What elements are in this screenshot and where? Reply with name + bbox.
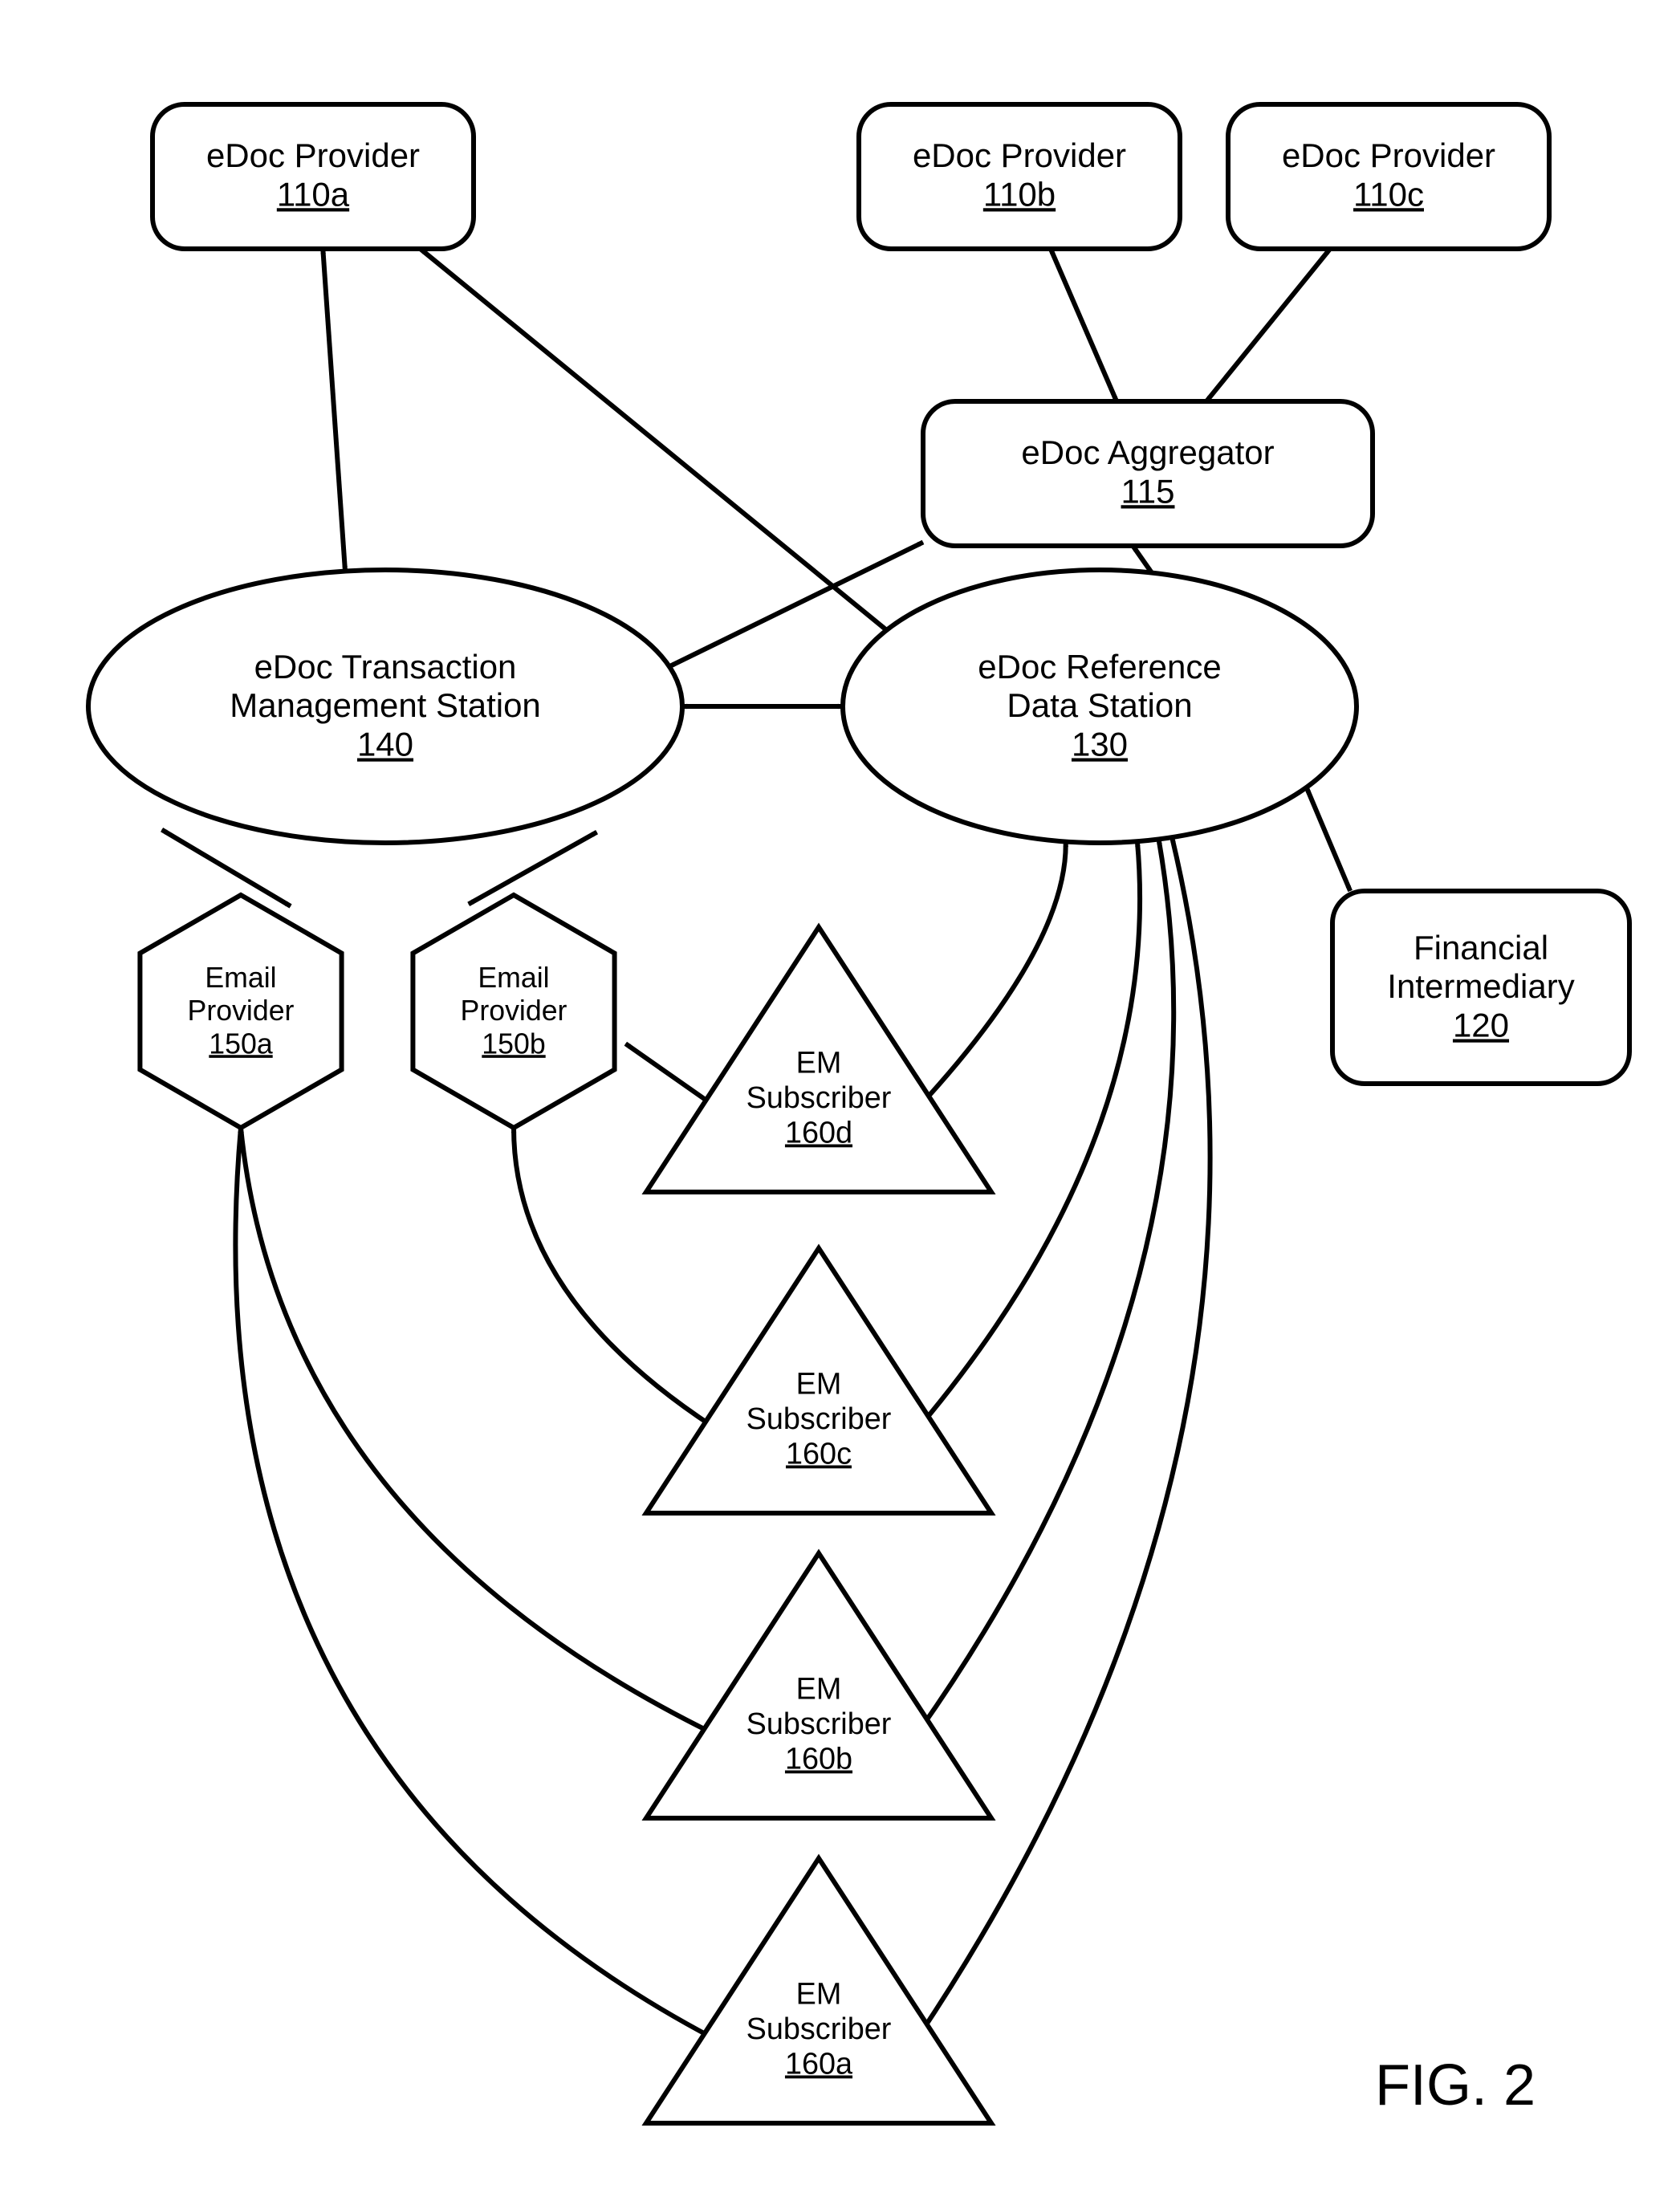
svg-text:Email: Email: [478, 962, 549, 994]
svg-text:150b: 150b: [482, 1027, 545, 1060]
svg-text:eDoc Provider: eDoc Provider: [206, 136, 420, 174]
svg-text:Management Station: Management Station: [230, 686, 541, 724]
edge-prov_b-aggr: [1051, 249, 1117, 401]
edge-prov_a-refds: [421, 249, 887, 630]
svg-text:EM: EM: [796, 1047, 842, 1080]
edge-refds-sub_a: [913, 837, 1210, 2044]
svg-text:130: 130: [1072, 725, 1128, 763]
node-prov_b: eDoc Provider110b: [859, 104, 1180, 249]
figure-label-text: FIG. 2: [1375, 2053, 1536, 2118]
edge-email_a-sub_a: [235, 1128, 723, 2044]
node-sub_c: EMSubscriber160c: [646, 1248, 991, 1513]
node-email_b: EmailProvider150b: [413, 895, 614, 1128]
edge-prov_a-txn: [323, 249, 345, 572]
svg-text:eDoc Provider: eDoc Provider: [1282, 136, 1495, 174]
svg-text:120: 120: [1453, 1006, 1509, 1044]
edge-txn-email_b: [469, 832, 597, 905]
svg-text:Subscriber: Subscriber: [746, 1081, 892, 1115]
svg-text:Provider: Provider: [188, 995, 295, 1027]
node-refds: eDoc ReferenceData Station130: [843, 570, 1357, 843]
svg-text:160b: 160b: [785, 1743, 852, 1776]
node-txn: eDoc TransactionManagement Station140: [88, 570, 682, 843]
svg-text:110b: 110b: [983, 175, 1056, 213]
node-aggr: eDoc Aggregator115: [923, 401, 1373, 546]
svg-text:eDoc Provider: eDoc Provider: [913, 136, 1126, 174]
svg-text:EM: EM: [796, 1368, 842, 1402]
svg-text:Intermediary: Intermediary: [1387, 967, 1574, 1005]
svg-text:eDoc Transaction: eDoc Transaction: [254, 648, 517, 686]
svg-text:Email: Email: [205, 962, 276, 994]
svg-text:Provider: Provider: [461, 995, 567, 1027]
svg-text:150a: 150a: [209, 1027, 273, 1060]
svg-text:eDoc Aggregator: eDoc Aggregator: [1021, 433, 1274, 471]
edge-txn-email_a: [162, 830, 291, 906]
svg-text:EM: EM: [796, 1673, 842, 1707]
svg-text:160c: 160c: [786, 1438, 852, 1471]
svg-text:110c: 110c: [1353, 175, 1424, 213]
svg-text:140: 140: [357, 725, 413, 763]
svg-text:110a: 110a: [277, 175, 350, 213]
svg-text:Subscriber: Subscriber: [746, 2012, 892, 2046]
svg-text:Data Station: Data Station: [1007, 686, 1192, 724]
edge-refds-fin: [1307, 787, 1351, 891]
edge-prov_c-aggr: [1206, 249, 1330, 401]
node-sub_b: EMSubscriber160b: [646, 1553, 991, 1818]
svg-text:115: 115: [1121, 472, 1175, 510]
svg-text:Financial: Financial: [1414, 929, 1548, 966]
node-fin: FinancialIntermediary120: [1332, 891, 1629, 1084]
node-sub_a: EMSubscriber160a: [646, 1858, 991, 2123]
node-email_a: EmailProvider150a: [140, 895, 341, 1128]
edge-refds-sub_d: [913, 842, 1065, 1113]
svg-text:160d: 160d: [785, 1117, 852, 1150]
node-prov_a: eDoc Provider110a: [153, 104, 474, 249]
svg-text:160a: 160a: [785, 2048, 853, 2081]
svg-text:EM: EM: [796, 1978, 842, 2012]
nodes-layer: eDoc Provider110aeDoc Provider110beDoc P…: [88, 104, 1629, 2123]
node-prov_c: eDoc Provider110c: [1228, 104, 1549, 249]
svg-text:Subscriber: Subscriber: [746, 1402, 892, 1436]
edge-aggr-refds: [1133, 546, 1151, 573]
svg-text:Subscriber: Subscriber: [746, 1707, 892, 1741]
edge-email_a-sub_b: [241, 1128, 724, 1739]
node-sub_d: EMSubscriber160d: [646, 927, 991, 1192]
svg-text:eDoc Reference: eDoc Reference: [978, 648, 1222, 686]
